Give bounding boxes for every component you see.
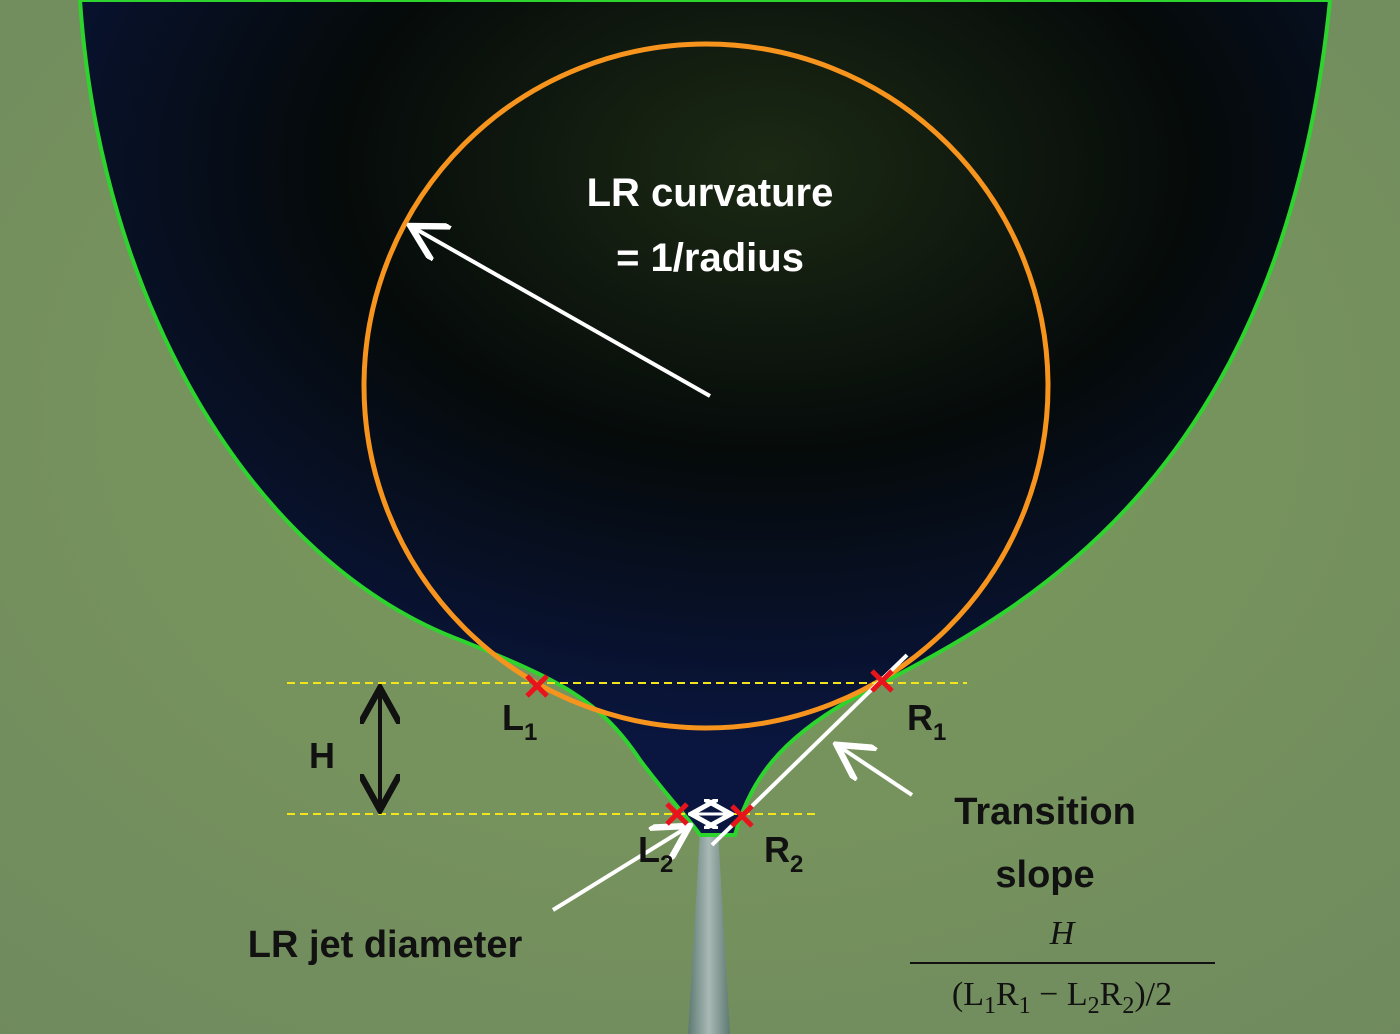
slope-label: slope: [995, 854, 1094, 896]
slope-label: Transition: [954, 791, 1136, 833]
point-sub: 1: [524, 719, 537, 746]
curvature-label: = 1/radius: [616, 236, 804, 280]
formula-part: (L: [952, 976, 984, 1013]
formula-sub: 1: [1019, 993, 1031, 1019]
point-letter: R: [907, 697, 933, 738]
point-sub: 1: [933, 719, 946, 746]
point-sub: 2: [660, 851, 673, 878]
jet-label: LR jet diameter: [248, 924, 523, 966]
point-letter: L: [638, 829, 660, 870]
point-letter: L: [502, 697, 524, 738]
figure: LR curvature = 1/radius L1 R1 L2 R2 H Tr…: [0, 0, 1400, 1034]
height-label: H: [309, 735, 335, 776]
formula-numerator: H: [1049, 915, 1077, 952]
formula-part: )/2: [1134, 976, 1172, 1013]
curvature-label: LR curvature: [587, 171, 834, 215]
formula-part: R: [996, 976, 1019, 1013]
point-letter: R: [764, 829, 790, 870]
formula-sub: 1: [984, 993, 996, 1019]
formula-part: − L: [1031, 976, 1088, 1013]
point-sub: 2: [790, 851, 803, 878]
formula-part: R: [1100, 976, 1123, 1013]
page: LR curvature = 1/radius L1 R1 L2 R2 H Tr…: [0, 0, 1400, 1034]
formula-sub: 2: [1088, 993, 1100, 1019]
formula-sub: 2: [1122, 993, 1134, 1019]
